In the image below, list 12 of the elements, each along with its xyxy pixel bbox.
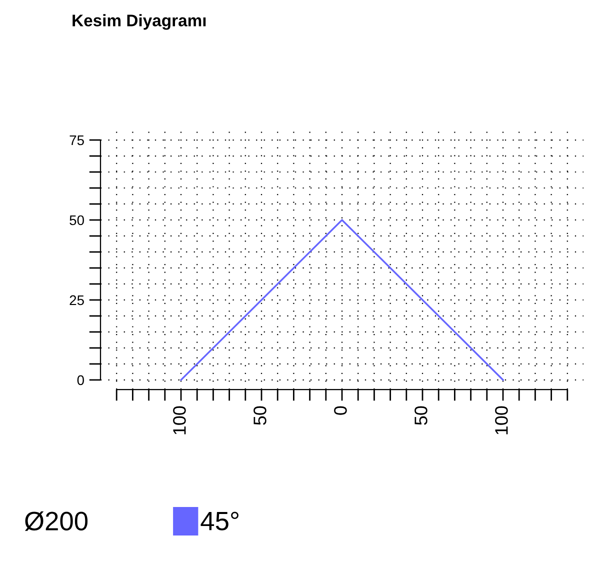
y-tick-label: 0 bbox=[77, 375, 84, 386]
x-tick-label: 50 bbox=[414, 406, 428, 425]
chart-title: Kesim Diyagramı bbox=[72, 14, 206, 30]
legend-label: 45° bbox=[200, 512, 238, 530]
x-tick-label: 100 bbox=[173, 406, 186, 434]
y-tick-label: 75 bbox=[70, 135, 84, 146]
x-tick-label: 100 bbox=[495, 406, 508, 434]
x-tick-label: 0 bbox=[334, 406, 347, 415]
y-tick-label: 50 bbox=[70, 215, 84, 226]
x-tick-label: 50 bbox=[254, 406, 266, 425]
text: Ø200 bbox=[24, 511, 88, 531]
y-tick-label: 25 bbox=[70, 295, 84, 306]
